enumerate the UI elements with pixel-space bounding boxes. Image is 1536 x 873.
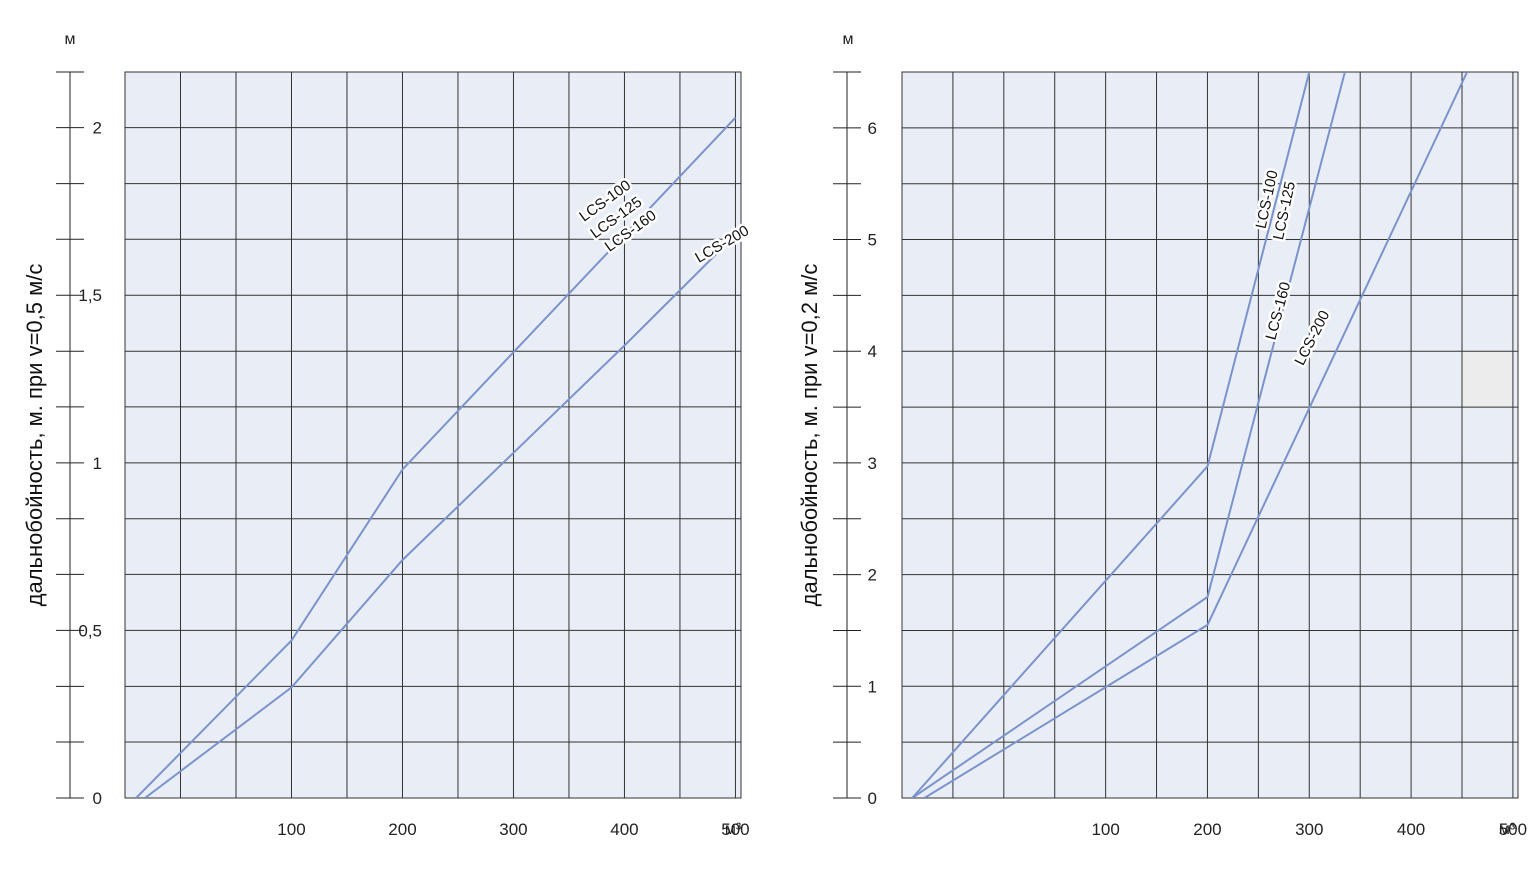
x-tick-label: 500: [721, 820, 749, 839]
x-tick-label: 300: [1295, 820, 1323, 839]
y-tick-label: 3: [868, 454, 877, 473]
y-tick-label: 4: [868, 342, 877, 361]
x-tick-label: 400: [1397, 820, 1425, 839]
plot-border: [901, 71, 1519, 799]
y-tick-label: 6: [868, 119, 877, 138]
x-unit-label: м³: [1499, 821, 1516, 838]
y-axis-title: дальнобойность, м. при v=0,2 м/с: [797, 264, 822, 607]
y-tick-label: 1,5: [78, 286, 102, 305]
y-tick-label: 2: [93, 119, 102, 138]
x-tick-label: 200: [1193, 820, 1221, 839]
x-tick-label: 300: [499, 820, 527, 839]
y-axis-title: дальнобойность, м. при v=0,5 м/с: [22, 264, 47, 607]
chart-left: 0 0,5 1 1,5 2 100 200 300 400 500 м м³ дальнобойност…: [22, 31, 754, 839]
y-tick-label: 0: [868, 789, 877, 808]
x-tick-label: 500: [1499, 820, 1527, 839]
y-tick-label: 0,5: [78, 621, 102, 640]
plot-border: [124, 71, 742, 799]
series-line-2: [911, 72, 1346, 798]
series-line-2: [144, 234, 737, 798]
x-tick-label: 100: [1091, 820, 1119, 839]
y-tick-label: 2: [868, 566, 877, 585]
x-tick-label: 100: [277, 820, 305, 839]
x-unit-label: м³: [725, 821, 742, 838]
x-tick-label: 200: [388, 820, 416, 839]
y-tick-label: 0: [93, 789, 102, 808]
plot-area: [125, 72, 741, 798]
y-unit-label: м: [65, 31, 76, 48]
series-line-3: [923, 72, 1469, 798]
highlight-cell: [1462, 351, 1513, 408]
x-tick-label: 400: [610, 820, 638, 839]
series-line-1: [911, 72, 1311, 798]
chart-right: 0 1 2 3 4 5 6 100 200 300 400 500 м м³ дальнобойность,…: [797, 31, 1527, 839]
y-unit-label: м: [843, 31, 854, 48]
y-tick-label: 5: [868, 231, 877, 250]
y-tick-label: 1: [93, 454, 102, 473]
plot-area: [902, 72, 1518, 798]
y-tick-label: 1: [868, 677, 877, 696]
series-line-1: [135, 116, 737, 798]
